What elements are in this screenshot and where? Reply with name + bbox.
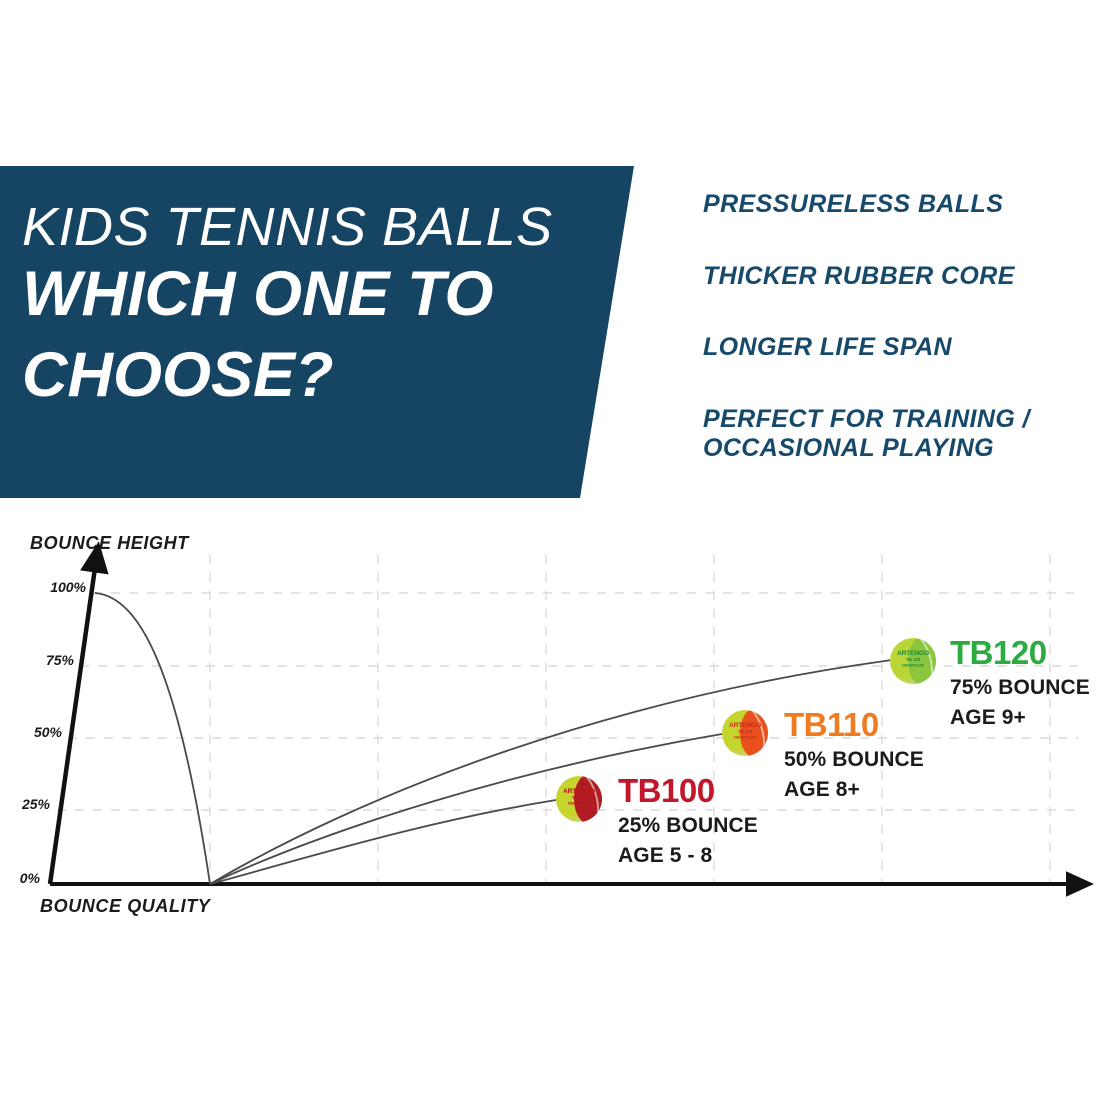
product-age-tb120: AGE 9+ [950,705,1026,729]
chart-gridlines [57,555,1078,884]
chart-canvas [47,541,1094,897]
y-tick-label-0: 0% [19,870,40,886]
ball-brand-tb110: ARTENGO TB 110 DECATHLON [723,722,767,739]
product-label-tb100: TB100 25% BOUNCE AGE 5 - 8 [618,774,758,871]
product-bounce-tb110: 50% BOUNCE [784,748,924,771]
product-label-tb110: TB110 50% BOUNCE AGE 8+ [784,708,924,805]
y-tick-label-25: 25% [21,796,50,812]
y-tick-label-50: 50% [33,724,62,740]
ball-brand-tb100: ARTENGO TB 100 DECATHLON [557,788,601,805]
series-tb100-curve [209,799,557,885]
feature-item-4: PERFECT FOR TRAINING / OCCASIONAL PLAYIN… [703,405,1093,464]
ball-brand-name-tb110: ARTENGO [729,722,761,730]
feature-item-1-text: PRESSURELESS BALLS [703,190,1004,218]
y-axis-line [47,541,109,885]
ball-marker-tb120: ARTENGO TB 120 DECATHLON [890,638,936,684]
product-label-tb120: TB120 75% BOUNCE AGE 9+ [950,636,1090,733]
feature-item-1: PRESSURELESS BALLS [703,190,1093,220]
title-text-group: KIDS TENNIS BALLS WHICH ONE TO CHOOSE? [22,200,622,415]
ball-marker-tb110: ARTENGO TB 110 DECATHLON [722,710,768,756]
ball-sub-tb100: DECATHLON [568,800,590,806]
series-tb110-curve [209,733,723,885]
ball-accent-tb100 [574,776,602,822]
ball-accent-tb120 [908,638,936,684]
feature-item-2-text: THICKER RUBBER CORE [703,261,1015,290]
ball-sub-tb120: DECATHLON [902,662,924,668]
product-name-tb120: TB120 [950,634,1047,671]
ball-brand-name-tb100: ARTENGO [563,788,595,796]
page-title-line-3: CHOOSE? [22,339,334,410]
product-name-tb100: TB100 [618,772,715,809]
ball-brand-tb120: ARTENGO TB 120 DECATHLON [891,650,935,667]
ball-sub-tb110: DECATHLON [734,734,756,740]
ball-model-tb100: TB 100 [571,795,587,801]
series-tb120-curve [209,659,893,885]
ball-model-tb120: TB 120 [905,657,921,663]
y-axis-title: BOUNCE HEIGHT [30,533,189,553]
ball-brand-name-tb120: ARTENGO [897,650,929,658]
series-drop-curve [94,592,211,885]
ball-accent-tb110 [740,710,768,756]
product-name-tb110: TB110 [784,706,879,743]
feature-item-2: THICKER RUBBER CORE [703,262,1093,292]
page-title-line-1: KIDS TENNIS BALLS [22,197,553,257]
product-age-tb110: AGE 8+ [784,777,860,801]
title-block: KIDS TENNIS BALLS WHICH ONE TO CHOOSE? [0,166,634,498]
product-bounce-tb100: 25% BOUNCE [618,814,758,837]
y-tick-label-100: 100% [50,579,86,595]
page-title-line-2: WHICH ONE TO [22,259,494,329]
feature-item-4-text: PERFECT FOR TRAINING / [703,404,1030,433]
feature-item-3-text: LONGER LIFE SPAN [703,333,953,361]
feature-list: PRESSURELESS BALLS THICKER RUBBER CORE L… [703,190,1093,464]
bounce-chart: BOUNCE HEIGHT BOUNCE QUALITY 100% 75% 50… [0,500,1100,930]
ball-model-tb110: TB 110 [737,729,753,735]
x-axis-title: BOUNCE QUALITY [40,896,211,916]
product-age-tb100: AGE 5 - 8 [618,843,713,867]
y-tick-label-75: 75% [45,652,74,668]
feature-item-4-text-line2: OCCASIONAL PLAYING [703,434,995,462]
ball-marker-tb100: ARTENGO TB 100 DECATHLON [556,776,602,822]
product-bounce-tb120: 75% BOUNCE [950,676,1090,699]
feature-item-3: LONGER LIFE SPAN [703,333,1093,363]
